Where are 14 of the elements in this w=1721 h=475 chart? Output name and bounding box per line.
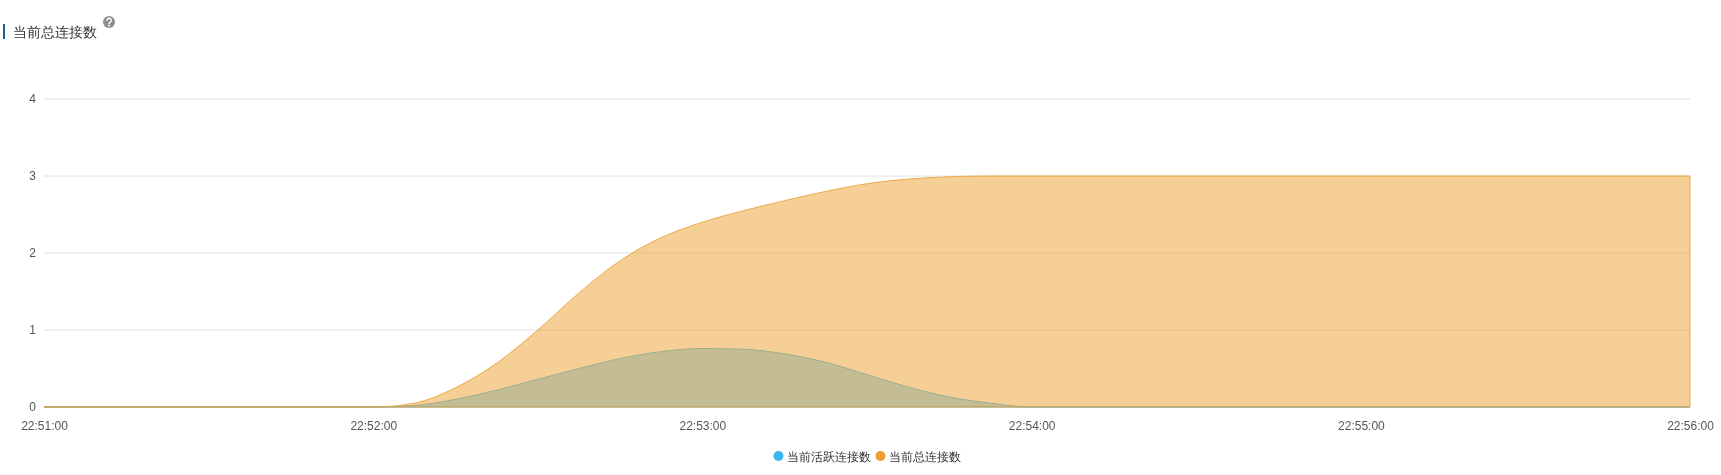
y-tick-label: 4	[29, 92, 37, 107]
x-tick-label: 22:54:00	[1008, 418, 1056, 433]
x-tick-label: 22:52:00	[350, 418, 398, 433]
y-tick-label: 1	[29, 323, 37, 338]
legend-label: 当前活跃连接数	[786, 449, 871, 464]
x-tick-label: 22:51:00	[21, 418, 69, 433]
x-tick-label: 22:53:00	[679, 418, 727, 433]
legend-label: 当前总连接数	[888, 449, 961, 464]
x-tick-label: 22:56:00	[1667, 418, 1715, 433]
y-tick-label: 2	[29, 246, 37, 261]
x-tick-label: 22:55:00	[1338, 418, 1386, 433]
chart-title: 当前总连接数	[13, 24, 97, 40]
y-tick-label: 3	[29, 169, 37, 184]
y-tick-label: 0	[29, 400, 37, 415]
